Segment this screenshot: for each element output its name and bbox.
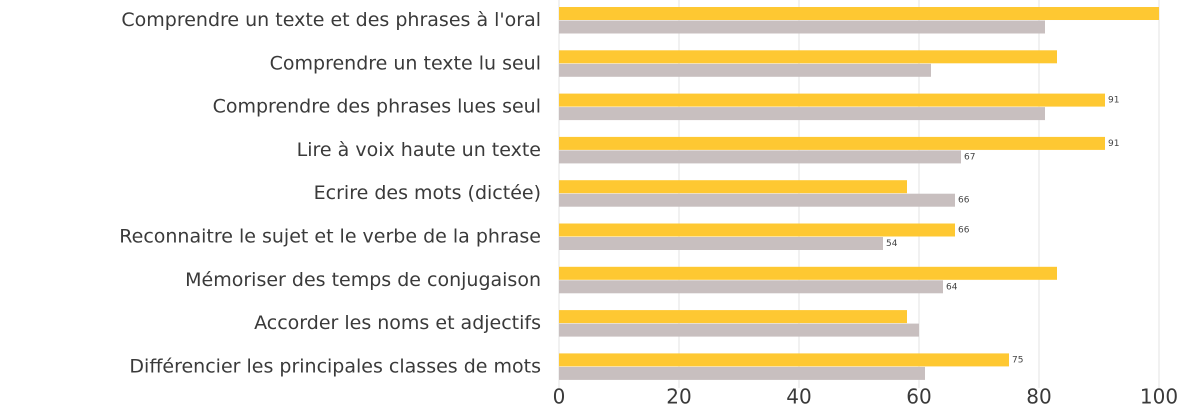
- bar: [559, 310, 907, 324]
- x-tick-label: 100: [1140, 385, 1178, 409]
- bar: [559, 150, 961, 164]
- value-label: 54: [886, 239, 898, 249]
- bar: [559, 93, 1105, 107]
- x-tick-label: 60: [906, 385, 931, 409]
- category-label: Reconnaitre le sujet et le verbe de la p…: [119, 226, 541, 248]
- x-tick-label: 40: [786, 385, 811, 409]
- category-label: Différencier les principales classes de …: [129, 355, 541, 377]
- bar: [559, 366, 925, 380]
- bar: [559, 323, 919, 337]
- category-label: Comprendre des phrases lues seul: [213, 96, 541, 118]
- bar: [559, 7, 1159, 20]
- value-label-bg: [884, 238, 898, 249]
- bar: [559, 280, 943, 294]
- value-label: 91: [1108, 139, 1119, 149]
- value-label-bg: [956, 194, 970, 206]
- value-label-bg: [944, 281, 958, 293]
- value-label: 64: [946, 282, 958, 292]
- value-label-bg: [1106, 94, 1120, 106]
- bar: [559, 63, 931, 77]
- bar: [559, 107, 1045, 121]
- value-label-bg: [1010, 354, 1024, 366]
- bar: [559, 50, 1057, 64]
- category-label: Mémoriser des temps de conjugaison: [185, 269, 541, 291]
- value-label: 66: [958, 226, 970, 236]
- category-label: Comprendre un texte lu seul: [270, 52, 541, 74]
- category-label: Lire à voix haute un texte: [297, 139, 541, 161]
- x-tick-label: 0: [553, 385, 566, 409]
- value-label: 67: [964, 152, 975, 162]
- bar: [559, 180, 907, 194]
- bar: [559, 353, 1009, 367]
- category-label: Comprendre un texte et des phrases à l'o…: [121, 9, 541, 31]
- category-label: Accorder les noms et adjectifs: [254, 312, 541, 334]
- value-label-bg: [956, 224, 970, 236]
- value-label: 91: [1108, 96, 1119, 106]
- bar: [559, 266, 1057, 280]
- bar: [559, 237, 883, 250]
- value-label: 66: [958, 196, 970, 206]
- value-label-bg: [1106, 137, 1120, 149]
- value-label-bg: [962, 151, 976, 163]
- x-tick-label: 20: [666, 385, 691, 409]
- bar: [559, 20, 1045, 34]
- x-tick-label: 80: [1026, 385, 1051, 409]
- category-label: Ecrire des mots (dictée): [314, 182, 541, 204]
- bar: [559, 193, 955, 207]
- bar: [559, 136, 1105, 150]
- bar: [559, 223, 955, 237]
- value-label: 75: [1012, 355, 1023, 365]
